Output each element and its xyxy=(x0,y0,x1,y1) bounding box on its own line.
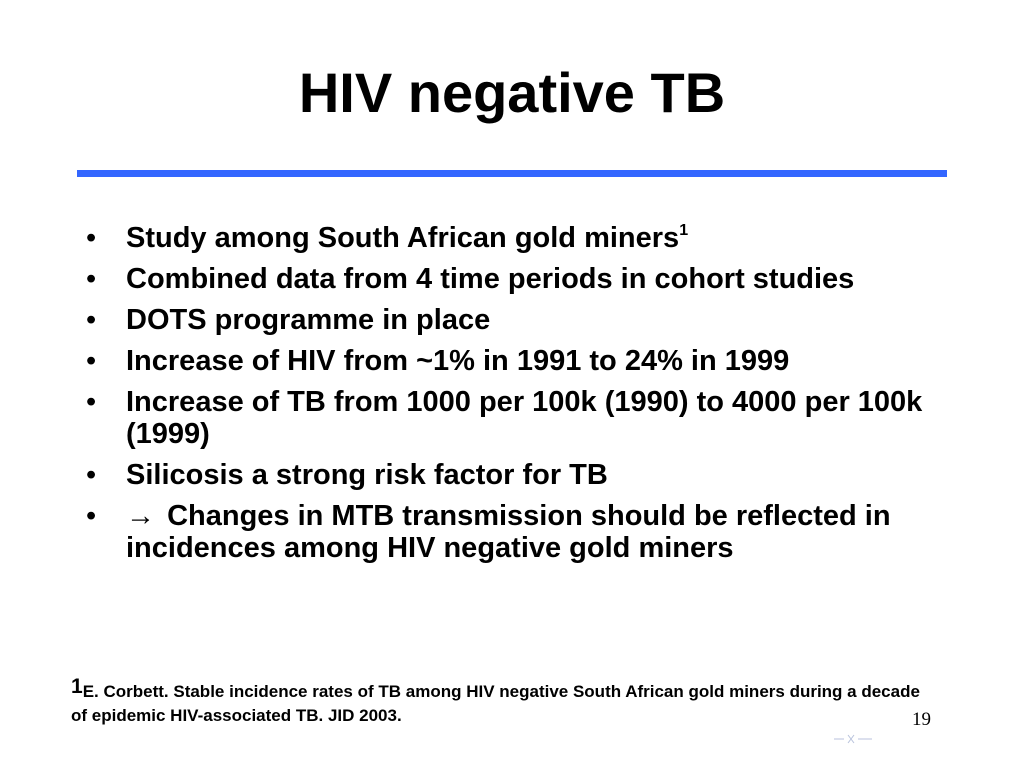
footnote-marker: 1 xyxy=(71,675,83,698)
footnote-reference: 1 xyxy=(679,222,689,239)
bullet-text: DOTS programme in place xyxy=(126,304,491,336)
bullet-text: Study among South African gold miners xyxy=(126,222,680,254)
bullet-text: Increase of TB from 1000 per 100k (1990)… xyxy=(126,386,923,450)
bullet-dot-icon: • xyxy=(86,263,97,295)
bullet-item: • → Changes in MTB transmission should b… xyxy=(84,500,944,564)
bullet-text: Changes in MTB transmission should be re… xyxy=(126,500,891,564)
bullet-dot-icon: • xyxy=(86,345,97,377)
bullet-text: Combined data from 4 time periods in coh… xyxy=(126,263,855,295)
bullet-item: • Increase of HIV from ~1% in 1991 to 24… xyxy=(84,345,944,377)
bullet-list: • Study among South African gold miners1… xyxy=(84,222,944,573)
bullet-item: • Combined data from 4 time periods in c… xyxy=(84,263,944,295)
bullet-text: Increase of HIV from ~1% in 1991 to 24% … xyxy=(126,345,790,377)
bullet-dot-icon: • xyxy=(86,500,97,532)
footnote-text: E. Corbett. Stable incidence rates of TB… xyxy=(71,682,920,725)
page-number: 19 xyxy=(912,709,931,730)
right-arrow-icon: → xyxy=(126,500,155,532)
slide-title: HIV negative TB xyxy=(298,61,726,124)
bullet-dot-icon: • xyxy=(86,459,97,491)
faint-logo-icon xyxy=(834,734,872,744)
bullet-item: • DOTS programme in place xyxy=(84,304,944,336)
footnote: 1E. Corbett. Stable incidence rates of T… xyxy=(71,676,931,728)
bullet-item: • Silicosis a strong risk factor for TB xyxy=(84,459,944,491)
bullet-item: • Study among South African gold miners1 xyxy=(84,222,944,254)
bullet-text: Silicosis a strong risk factor for TB xyxy=(126,459,608,491)
bullet-dot-icon: • xyxy=(86,386,97,418)
title-divider xyxy=(77,170,947,177)
bullet-item: • Increase of TB from 1000 per 100k (199… xyxy=(84,386,944,450)
bullet-dot-icon: • xyxy=(86,304,97,336)
bullet-dot-icon: • xyxy=(86,222,97,254)
